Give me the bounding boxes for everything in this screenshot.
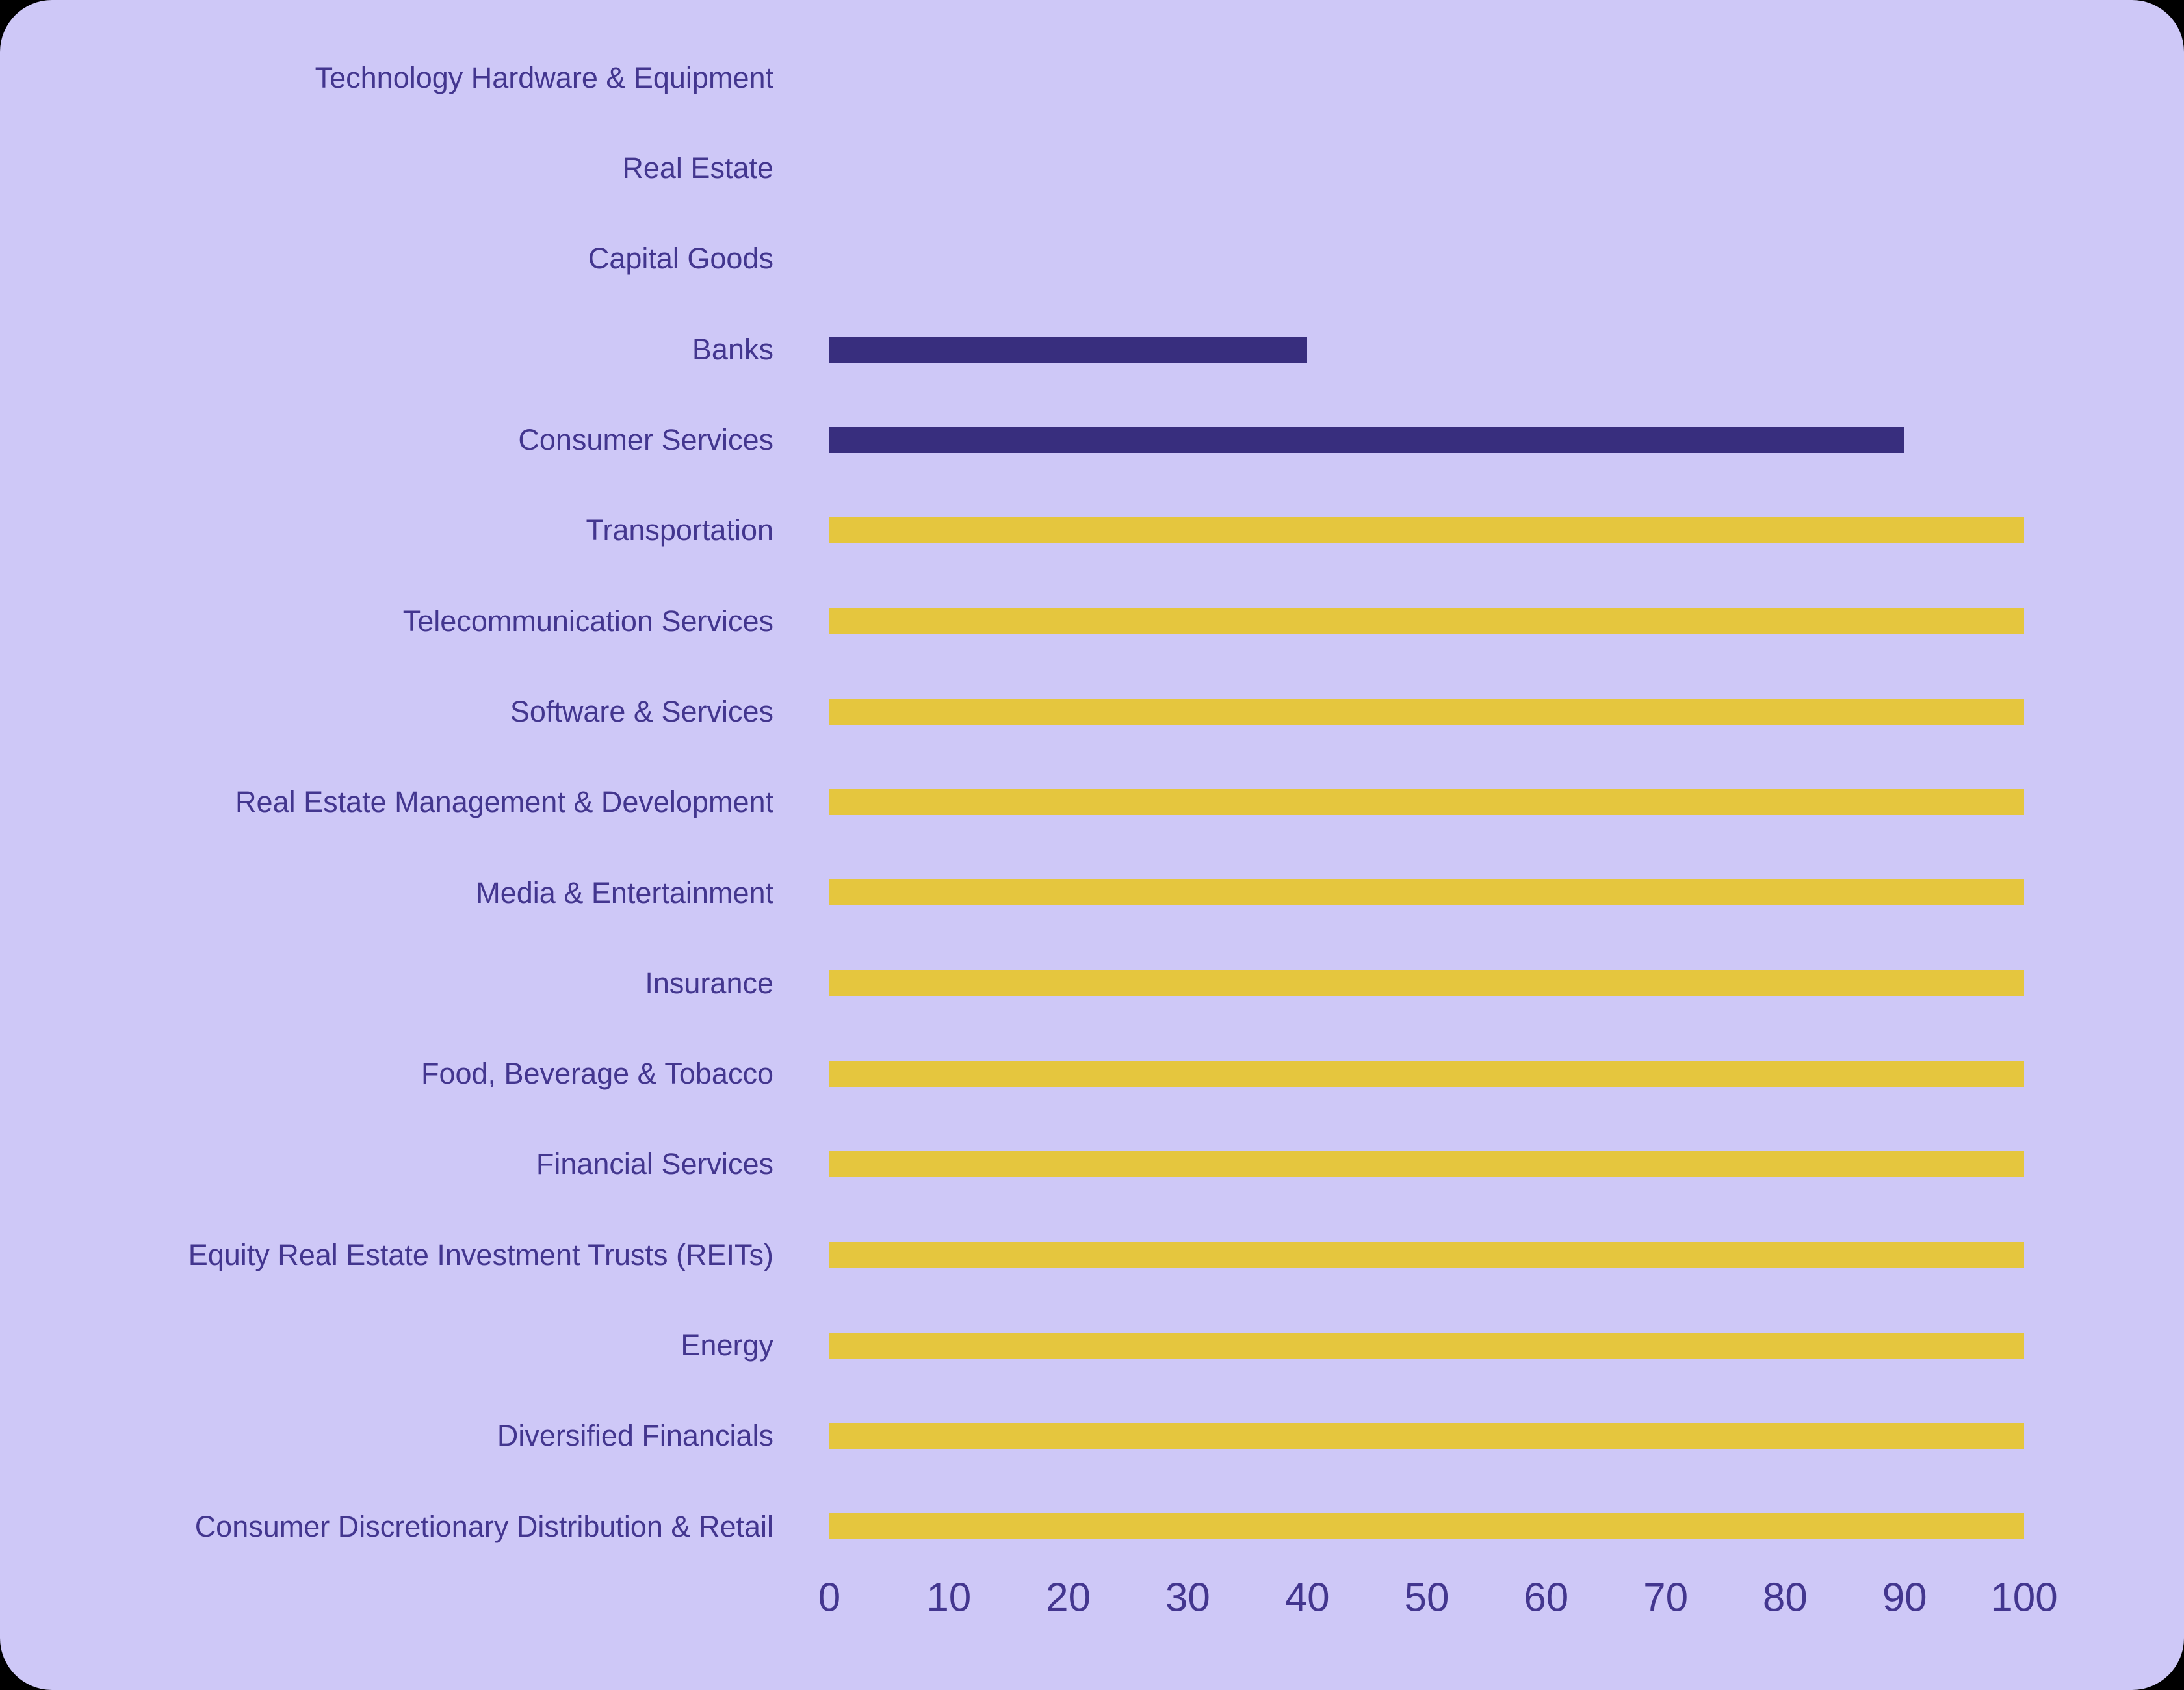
chart-row: Consumer Services [0, 395, 2184, 485]
bar-7 [829, 698, 2024, 725]
bar-9 [829, 879, 2024, 906]
bar-track [829, 1151, 2024, 1178]
chart-row: Insurance [0, 938, 2184, 1028]
category-label: Software & Services [510, 694, 774, 728]
x-tick-label: 50 [1404, 1575, 1450, 1620]
category-label: Technology Hardware & Equipment [315, 60, 774, 94]
x-tick-label: 10 [926, 1575, 972, 1620]
category-label: Equity Real Estate Investment Trusts (RE… [188, 1238, 774, 1271]
bar-track [829, 65, 2024, 91]
x-tick-label: 90 [1882, 1575, 1927, 1620]
bar-14 [829, 1332, 2024, 1358]
bar-16 [829, 1513, 2024, 1540]
x-tick-label: 30 [1165, 1575, 1210, 1620]
chart-row: Equity Real Estate Investment Trusts (RE… [0, 1210, 2184, 1300]
bar-11 [829, 1060, 2024, 1087]
bar-track [829, 155, 2024, 181]
bar-track [829, 789, 2024, 816]
category-label: Insurance [645, 966, 774, 1000]
category-label: Financial Services [536, 1147, 774, 1181]
chart-row: Capital Goods [0, 214, 2184, 304]
category-label: Transportation [586, 514, 774, 547]
x-tick-label: 60 [1524, 1575, 1569, 1620]
bar-track [829, 608, 2024, 634]
bar-10 [829, 970, 2024, 996]
bar-4 [829, 426, 1905, 453]
bar-5 [829, 517, 2024, 544]
chart-row: Financial Services [0, 1119, 2184, 1210]
bar-track [829, 879, 2024, 906]
category-label: Telecommunication Services [402, 604, 774, 638]
chart-row: Media & Entertainment [0, 848, 2184, 938]
x-tick-label: 20 [1046, 1575, 1091, 1620]
bar-15 [829, 1423, 2024, 1450]
chart-row: Software & Services [0, 666, 2184, 757]
chart-row: Diversified Financials [0, 1390, 2184, 1481]
chart-row: Energy [0, 1300, 2184, 1390]
bar-13 [829, 1242, 2024, 1268]
chart-row: Consumer Discretionary Distribution & Re… [0, 1481, 2184, 1572]
category-label: Consumer Discretionary Distribution & Re… [194, 1509, 774, 1543]
chart-rows: Technology Hardware & Equipment Real Est… [0, 32, 2184, 1572]
category-label: Banks [692, 332, 774, 366]
x-tick-label: 100 [1990, 1575, 2058, 1620]
bar-3 [829, 336, 1308, 363]
bar-track [829, 426, 2024, 453]
chart-row: Food, Beverage & Tobacco [0, 1028, 2184, 1119]
x-tick-label: 70 [1643, 1575, 1689, 1620]
bar-track [829, 1423, 2024, 1450]
chart-row: Telecommunication Services [0, 576, 2184, 666]
category-label: Energy [681, 1329, 774, 1362]
bar-track [829, 517, 2024, 544]
bar-track [829, 246, 2024, 272]
bar-track [829, 336, 2024, 363]
chart-row: Real Estate [0, 123, 2184, 213]
chart-row: Technology Hardware & Equipment [0, 32, 2184, 123]
bar-track [829, 1513, 2024, 1540]
category-label: Capital Goods [588, 242, 774, 276]
category-label: Real Estate Management & Development [235, 785, 774, 819]
bar-track [829, 970, 2024, 996]
category-label: Food, Beverage & Tobacco [421, 1057, 774, 1091]
chart-row: Banks [0, 304, 2184, 395]
x-tick-label: 40 [1284, 1575, 1330, 1620]
category-label: Media & Entertainment [476, 876, 774, 909]
bar-12 [829, 1151, 2024, 1178]
chart-row: Real Estate Management & Development [0, 757, 2184, 847]
bar-track [829, 698, 2024, 725]
chart-row: Transportation [0, 485, 2184, 575]
category-label: Consumer Services [518, 423, 774, 457]
bar-track [829, 1060, 2024, 1087]
category-label: Real Estate [622, 151, 774, 185]
bar-track [829, 1242, 2024, 1268]
category-label: Diversified Financials [497, 1419, 774, 1453]
bar-8 [829, 789, 2024, 816]
bar-track [829, 1332, 2024, 1358]
x-tick-label: 80 [1762, 1575, 1808, 1620]
x-tick-label: 0 [818, 1575, 841, 1620]
bar-6 [829, 608, 2024, 634]
